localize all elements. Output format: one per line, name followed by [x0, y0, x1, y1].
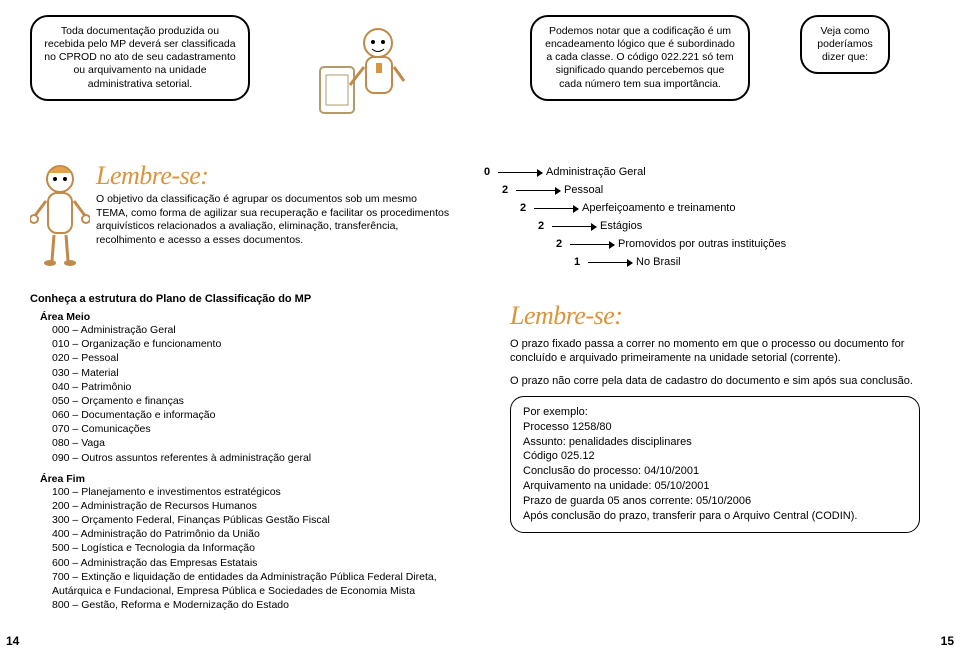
- left-column: Conheça a estrutura do Plano de Classifi…: [30, 293, 470, 612]
- code-row: 2 Aperfeiçoamento e treinamento: [480, 199, 840, 217]
- list-item: 200 – Administração de Recursos Humanos: [52, 499, 470, 513]
- code-label: Estágios: [600, 220, 840, 232]
- example-line: Após conclusão do prazo, transferir para…: [523, 509, 907, 524]
- right-column: Lembre-se: O prazo fixado passa a correr…: [510, 293, 920, 612]
- right-para-2: O prazo não corre pela data de cadastro …: [510, 374, 920, 388]
- list-item: 070 – Comunicações: [52, 422, 470, 436]
- list-item: 050 – Orçamento e finanças: [52, 394, 470, 408]
- character-illustration-left: [30, 163, 90, 273]
- example-line: Código 025.12: [523, 449, 907, 464]
- lembre-body-left: O objetivo da classificação é agrupar os…: [96, 193, 450, 248]
- code-row: 2 Estágios: [480, 217, 840, 235]
- list-item: 600 – Administração das Empresas Estatai…: [52, 556, 470, 570]
- code-row: 0 Administração Geral: [480, 163, 840, 181]
- top-speech-row: Toda documentação produzida ou recebida …: [30, 15, 930, 135]
- list-item: 040 – Patrimônio: [52, 380, 470, 394]
- example-line: Conclusão do processo: 04/10/2001: [523, 464, 907, 479]
- page-number-left: 14: [6, 634, 19, 648]
- list-item: 080 – Vaga: [52, 436, 470, 450]
- code-label: Pessoal: [564, 184, 840, 196]
- speech-bubble-1: Toda documentação produzida ou recebida …: [30, 15, 250, 101]
- list-item: 700 – Extinção e liquidação de entidades…: [52, 570, 470, 598]
- area-fim-list: 100 – Planejamento e investimentos estra…: [30, 485, 470, 613]
- bottom-row: Conheça a estrutura do Plano de Classifi…: [30, 293, 930, 612]
- area-meio-list: 000 – Administração Geral010 – Organizaç…: [30, 323, 470, 465]
- code-label: No Brasil: [636, 256, 840, 268]
- lembre-title-right: Lembre-se:: [510, 303, 920, 329]
- code-digit: 2: [516, 202, 530, 214]
- plan-title: Conheça a estrutura do Plano de Classifi…: [30, 293, 470, 305]
- code-digit: 0: [480, 166, 494, 178]
- lembre-left: Lembre-se: O objetivo da classificação é…: [30, 163, 450, 273]
- code-digit: 2: [534, 220, 548, 232]
- code-row: 1 No Brasil: [480, 253, 840, 271]
- character-illustration-top: [300, 15, 420, 135]
- list-item: 400 – Administração do Patrimônio da Uni…: [52, 527, 470, 541]
- speech-bubble-3: Veja como poderíamos dizer que:: [800, 15, 890, 74]
- list-item: 010 – Organização e funcionamento: [52, 337, 470, 351]
- arrow-icon: [498, 172, 542, 173]
- codification-table: 0 Administração Geral 2 Pessoal 2 Aperfeiçoam…: [480, 163, 840, 273]
- arrow-icon: [588, 262, 632, 263]
- code-row: 2 Promovidos por outras instituições: [480, 235, 840, 253]
- code-digit: 2: [552, 238, 566, 250]
- example-line: Processo 1258/80: [523, 420, 907, 435]
- code-digit: 2: [498, 184, 512, 196]
- code-label: Promovidos por outras instituições: [618, 238, 840, 250]
- arrow-icon: [570, 244, 614, 245]
- area-meio-title: Área Meio: [30, 311, 470, 323]
- speech-bubble-2: Podemos notar que a codificação é um enc…: [530, 15, 750, 101]
- right-para-1: O prazo fixado passa a correr no momento…: [510, 337, 920, 366]
- example-line: Arquivamento na unidade: 05/10/2001: [523, 479, 907, 494]
- code-label: Administração Geral: [546, 166, 840, 178]
- list-item: 090 – Outros assuntos referentes à admin…: [52, 451, 470, 465]
- arrow-icon: [516, 190, 560, 191]
- code-row: 2 Pessoal: [480, 181, 840, 199]
- code-label: Aperfeiçoamento e treinamento: [582, 202, 840, 214]
- list-item: 030 – Material: [52, 366, 470, 380]
- page-number-right: 15: [941, 634, 954, 648]
- arrow-icon: [552, 226, 596, 227]
- example-box: Por exemplo:Processo 1258/80Assunto: pen…: [510, 396, 920, 533]
- list-item: 500 – Logística e Tecnologia da Informaç…: [52, 541, 470, 555]
- lembre-title-left: Lembre-se:: [96, 163, 450, 189]
- list-item: 020 – Pessoal: [52, 351, 470, 365]
- list-item: 060 – Documentação e informação: [52, 408, 470, 422]
- list-item: 800 – Gestão, Reforma e Modernização do …: [52, 598, 470, 612]
- arrow-icon: [534, 208, 578, 209]
- code-digit: 1: [570, 256, 584, 268]
- middle-row: Lembre-se: O objetivo da classificação é…: [30, 163, 930, 273]
- example-line: Por exemplo:: [523, 405, 907, 420]
- list-item: 300 – Orçamento Federal, Finanças Públic…: [52, 513, 470, 527]
- example-line: Assunto: penalidades disciplinares: [523, 435, 907, 450]
- list-item: 100 – Planejamento e investimentos estra…: [52, 485, 470, 499]
- example-line: Prazo de guarda 05 anos corrente: 05/10/…: [523, 494, 907, 509]
- area-fim-title: Área Fim: [30, 473, 470, 485]
- list-item: 000 – Administração Geral: [52, 323, 470, 337]
